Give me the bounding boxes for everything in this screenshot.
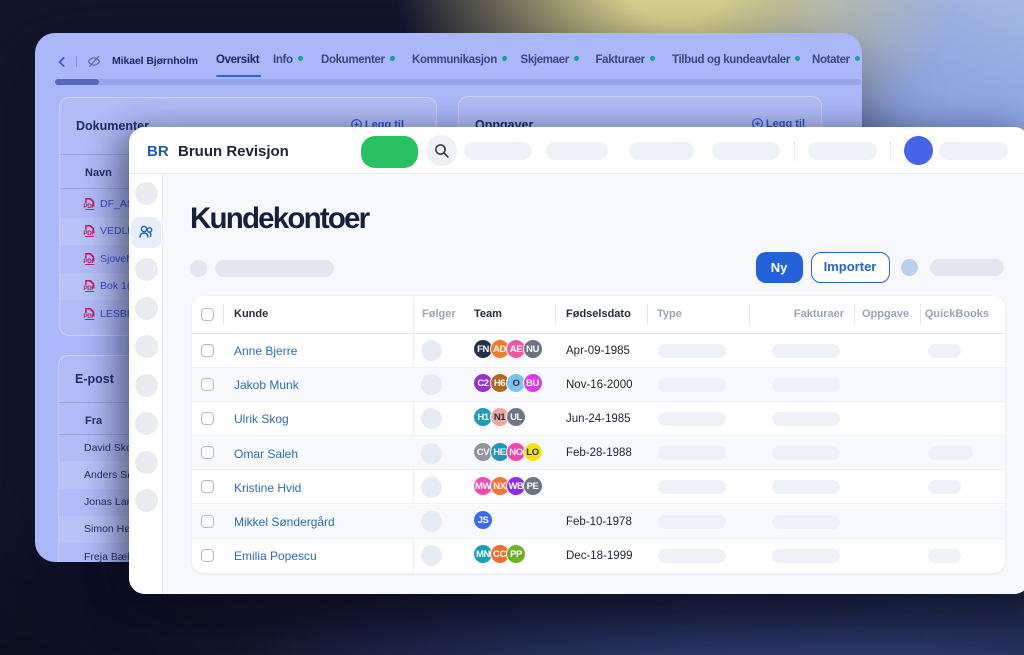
svg-text:PDF: PDF [83, 285, 95, 292]
svg-text:PDF: PDF [83, 230, 95, 237]
svg-text:PDF: PDF [83, 313, 95, 320]
svg-text:PDF: PDF [83, 203, 95, 210]
svg-text:PDF: PDF [83, 258, 95, 265]
